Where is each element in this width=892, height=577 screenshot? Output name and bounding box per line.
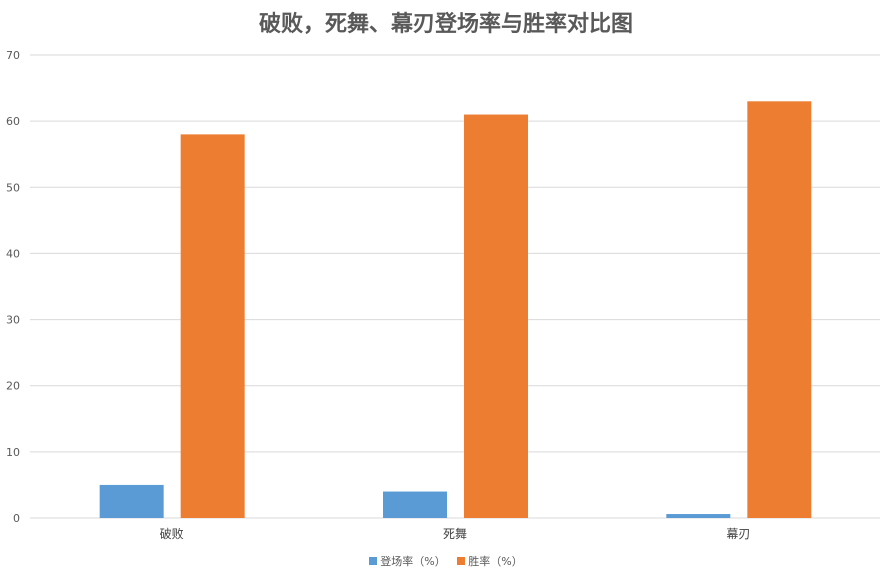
legend-label: 登场率（%）	[380, 555, 446, 568]
bar-appearance	[666, 514, 731, 518]
y-tick-label: 60	[6, 115, 20, 128]
legend-label: 胜率（%）	[468, 555, 523, 568]
y-tick-label: 20	[6, 380, 20, 393]
x-tick-label: 幕刃	[726, 527, 750, 541]
bar-winrate	[747, 101, 812, 519]
legend: 登场率（%） 胜率（%）	[0, 553, 892, 569]
y-tick-label: 50	[6, 181, 20, 194]
bar-appearance	[383, 491, 447, 518]
y-tick-label: 40	[6, 247, 20, 260]
legend-item: 胜率（%）	[457, 553, 523, 569]
bar-appearance	[99, 484, 164, 518]
y-tick-label: 70	[6, 49, 20, 62]
bar-winrate	[180, 134, 245, 518]
chart-title: 破败，死舞、幕刃登场率与胜率对比图	[258, 11, 633, 37]
y-tick-label: 30	[6, 314, 20, 327]
bar-winrate	[464, 114, 528, 519]
legend-swatch	[457, 557, 466, 565]
x-tick-label: 破败	[160, 526, 184, 541]
legend-swatch	[369, 557, 378, 565]
y-tick-label: 0	[13, 512, 20, 525]
legend-item: 登场率（%）	[369, 553, 446, 569]
y-tick-label: 10	[6, 446, 20, 459]
x-tick-label: 死舞	[443, 527, 467, 541]
